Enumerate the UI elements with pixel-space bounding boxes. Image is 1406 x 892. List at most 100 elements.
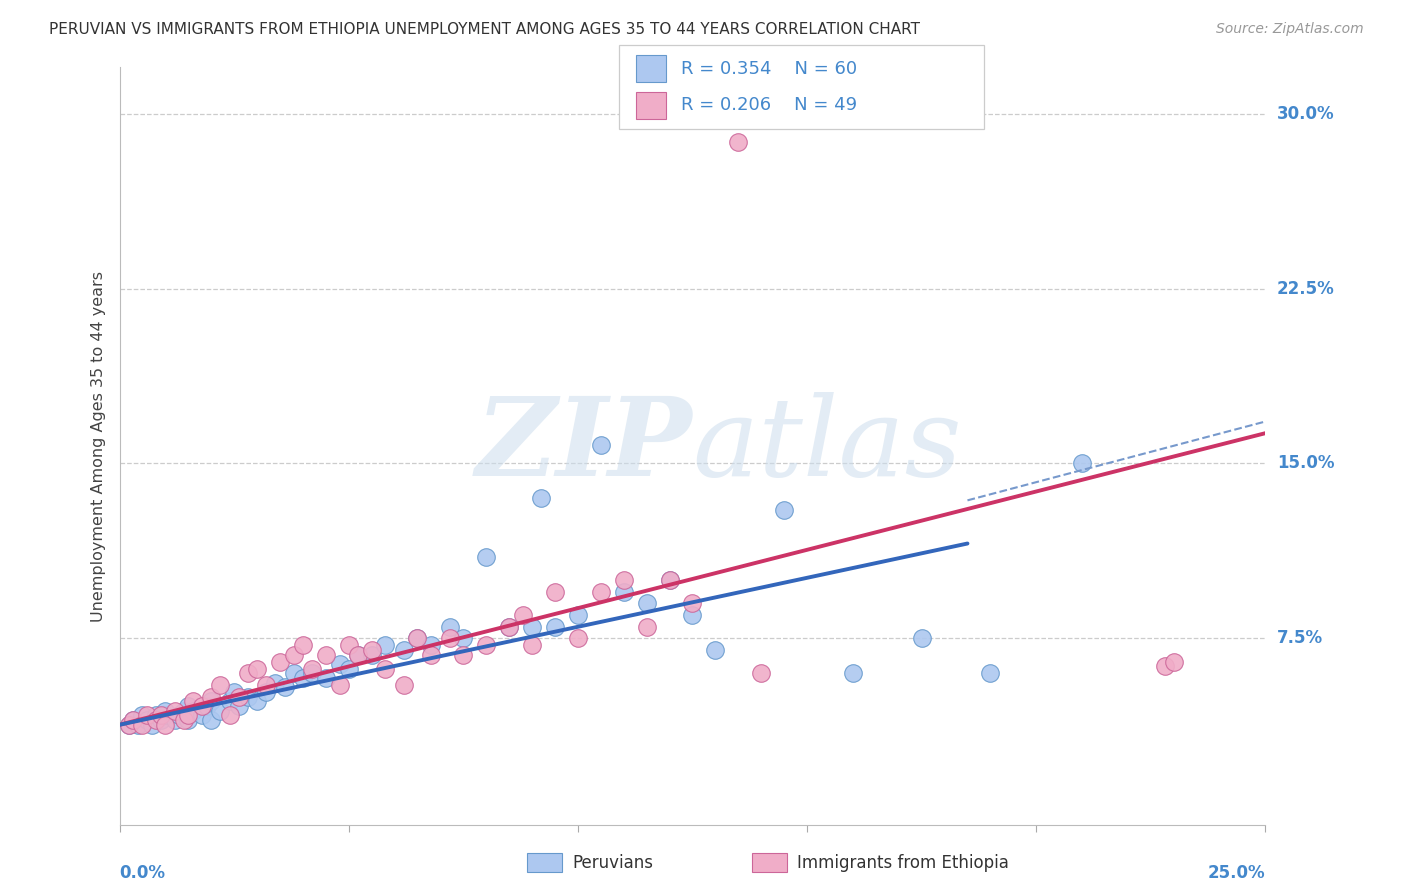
Point bbox=[118, 718, 141, 732]
Point bbox=[682, 608, 704, 623]
Point bbox=[347, 648, 370, 662]
Point bbox=[439, 632, 461, 646]
Point bbox=[439, 620, 461, 634]
Point bbox=[163, 704, 186, 718]
Point bbox=[191, 708, 214, 723]
Point bbox=[1071, 457, 1094, 471]
Point bbox=[136, 713, 159, 727]
Point bbox=[1163, 655, 1185, 669]
Point bbox=[218, 694, 240, 708]
Point bbox=[589, 438, 612, 452]
Point bbox=[141, 718, 163, 732]
Point bbox=[475, 549, 498, 564]
Point bbox=[636, 620, 658, 634]
Point bbox=[218, 708, 240, 723]
Point bbox=[475, 639, 498, 653]
Point bbox=[228, 690, 250, 704]
Point bbox=[155, 708, 177, 723]
Point bbox=[337, 662, 360, 676]
Point bbox=[127, 718, 149, 732]
Point bbox=[498, 620, 520, 634]
Point bbox=[406, 632, 429, 646]
Text: 7.5%: 7.5% bbox=[1277, 630, 1323, 648]
Point bbox=[636, 597, 658, 611]
Point bbox=[200, 690, 222, 704]
Point bbox=[749, 666, 772, 681]
Point bbox=[291, 671, 314, 685]
Text: atlas: atlas bbox=[693, 392, 962, 500]
Point bbox=[145, 708, 167, 723]
Point bbox=[131, 718, 153, 732]
Y-axis label: Unemployment Among Ages 35 to 44 years: Unemployment Among Ages 35 to 44 years bbox=[90, 270, 105, 622]
Point bbox=[145, 713, 167, 727]
Point bbox=[177, 699, 200, 714]
Point bbox=[177, 713, 200, 727]
Text: 22.5%: 22.5% bbox=[1277, 279, 1334, 298]
Point bbox=[195, 699, 218, 714]
Point bbox=[567, 608, 589, 623]
Point bbox=[254, 685, 277, 699]
Point bbox=[374, 639, 396, 653]
Point bbox=[658, 573, 681, 587]
Point bbox=[155, 704, 177, 718]
Point bbox=[520, 639, 543, 653]
Point bbox=[118, 718, 141, 732]
Point bbox=[149, 713, 172, 727]
Point bbox=[613, 573, 636, 587]
Point bbox=[420, 639, 443, 653]
Text: PERUVIAN VS IMMIGRANTS FROM ETHIOPIA UNEMPLOYMENT AMONG AGES 35 TO 44 YEARS CORR: PERUVIAN VS IMMIGRANTS FROM ETHIOPIA UNE… bbox=[49, 22, 920, 37]
Point bbox=[979, 666, 1001, 681]
Text: Peruvians: Peruvians bbox=[572, 854, 654, 871]
Point bbox=[236, 666, 259, 681]
Point bbox=[682, 597, 704, 611]
Point bbox=[328, 657, 350, 672]
Point bbox=[167, 708, 190, 723]
Point bbox=[420, 648, 443, 662]
Point bbox=[453, 632, 475, 646]
Point bbox=[264, 675, 287, 690]
Point bbox=[328, 678, 350, 692]
Point bbox=[658, 573, 681, 587]
Text: R = 0.354    N = 60: R = 0.354 N = 60 bbox=[681, 60, 856, 78]
Point bbox=[347, 648, 370, 662]
Point bbox=[283, 648, 305, 662]
Point bbox=[236, 690, 259, 704]
Point bbox=[136, 708, 159, 723]
Point bbox=[727, 135, 749, 149]
Point bbox=[512, 608, 534, 623]
Point bbox=[406, 632, 429, 646]
Text: 15.0%: 15.0% bbox=[1277, 455, 1334, 473]
Point bbox=[315, 648, 337, 662]
Point bbox=[301, 662, 323, 676]
Point bbox=[301, 666, 323, 681]
Text: R = 0.206    N = 49: R = 0.206 N = 49 bbox=[681, 96, 856, 114]
Point bbox=[360, 648, 382, 662]
Point bbox=[315, 671, 337, 685]
Point bbox=[181, 694, 204, 708]
Point bbox=[228, 699, 250, 714]
Point bbox=[222, 685, 246, 699]
Text: 30.0%: 30.0% bbox=[1277, 104, 1334, 122]
Text: 0.0%: 0.0% bbox=[120, 864, 166, 882]
Point bbox=[209, 704, 232, 718]
Point bbox=[773, 503, 796, 517]
Point bbox=[173, 704, 195, 718]
Point bbox=[122, 713, 145, 727]
Point bbox=[453, 648, 475, 662]
Text: 25.0%: 25.0% bbox=[1208, 864, 1265, 882]
Point bbox=[173, 713, 195, 727]
Point bbox=[337, 639, 360, 653]
Point bbox=[200, 694, 222, 708]
Point bbox=[704, 643, 727, 657]
Point bbox=[1153, 659, 1175, 673]
Point bbox=[254, 678, 277, 692]
Point bbox=[155, 718, 177, 732]
Point bbox=[246, 662, 269, 676]
Point bbox=[181, 704, 204, 718]
Text: ZIP: ZIP bbox=[475, 392, 693, 500]
Point bbox=[283, 666, 305, 681]
Point bbox=[177, 708, 200, 723]
Point bbox=[613, 584, 636, 599]
Text: Source: ZipAtlas.com: Source: ZipAtlas.com bbox=[1216, 22, 1364, 37]
Point bbox=[191, 699, 214, 714]
